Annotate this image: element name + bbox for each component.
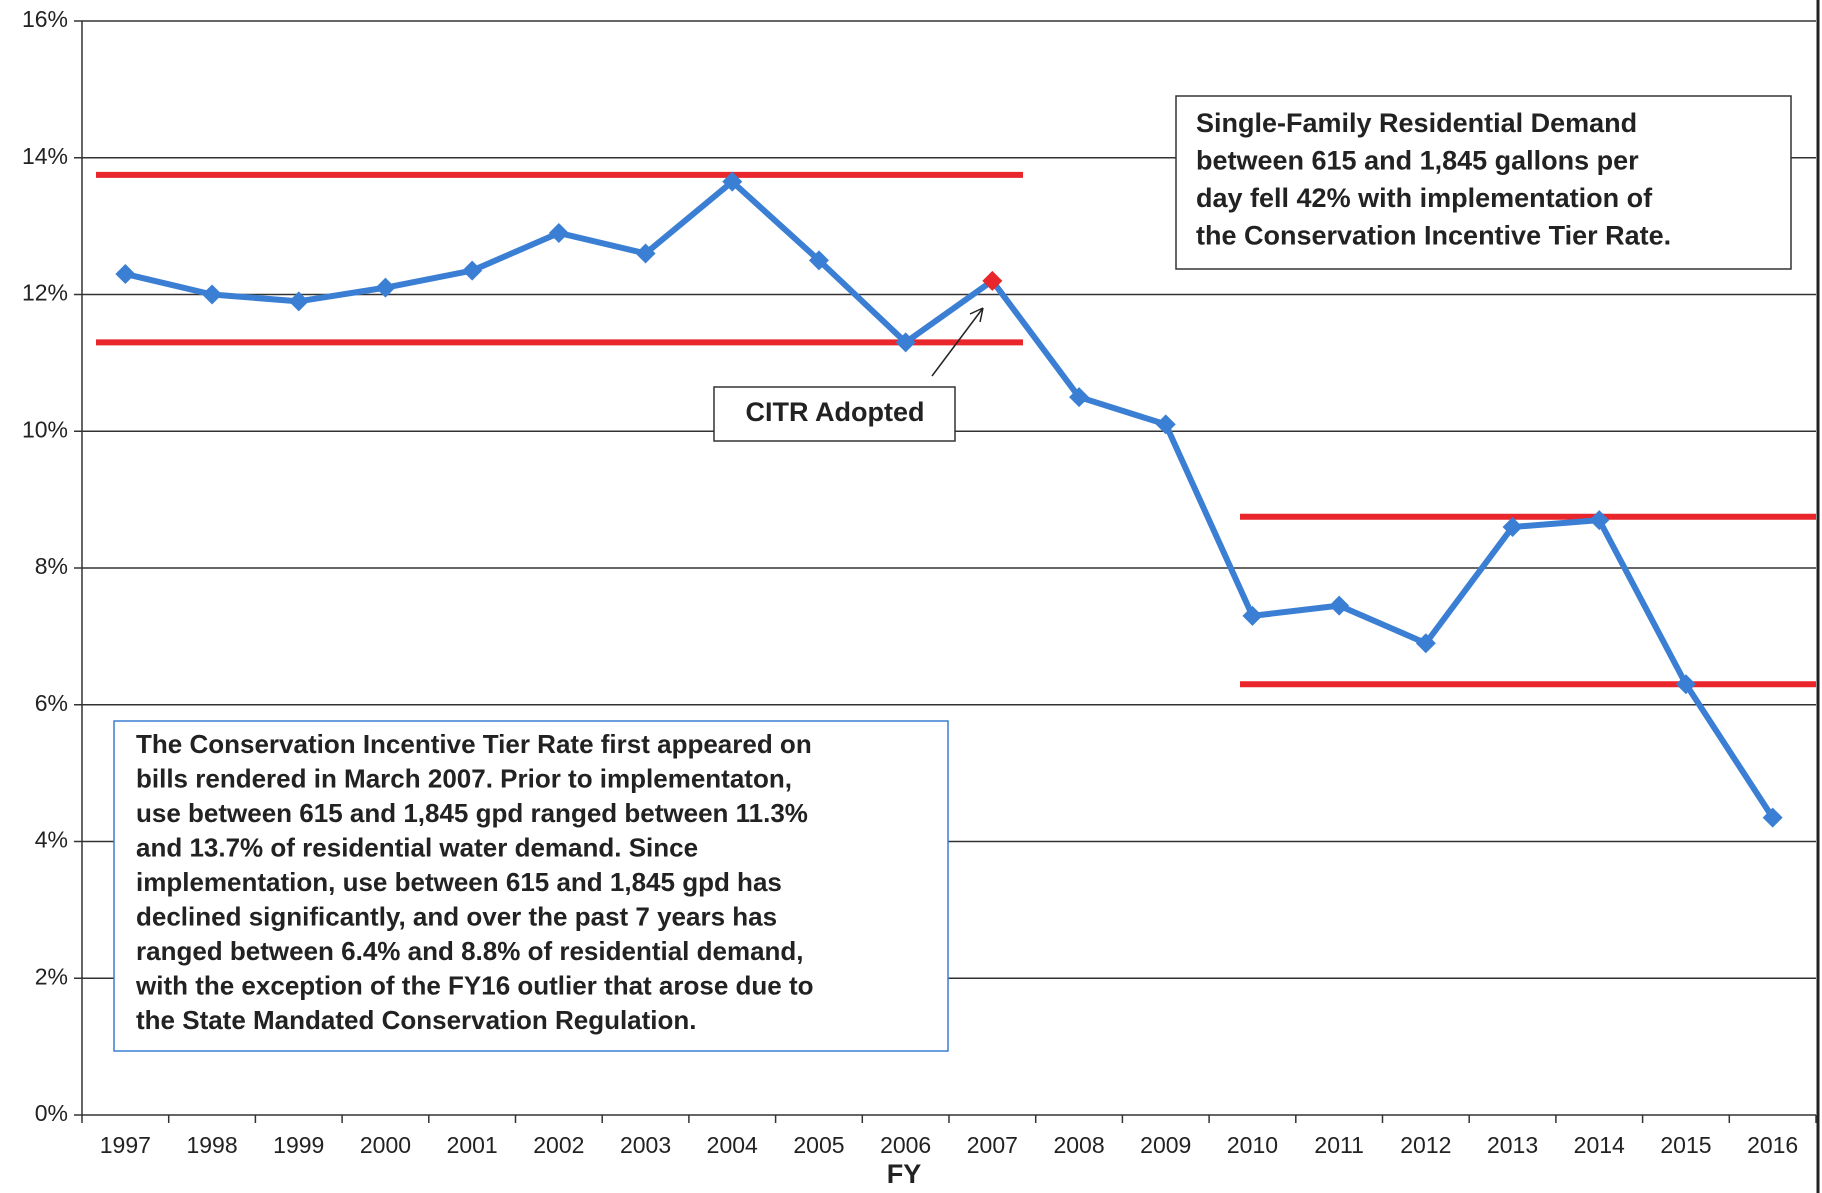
y-tick-label: 0% [35,1100,68,1126]
data-point [1415,633,1436,654]
data-point [462,260,483,281]
x-tick-label: 2005 [793,1132,844,1158]
plot [115,171,1783,828]
x-tick-label: 2009 [1140,1132,1191,1158]
x-tick-label: 2013 [1487,1132,1538,1158]
summary-line: between 615 and 1,845 gallons per [1196,146,1639,176]
note-box [113,720,949,1052]
x-tick-label: 2012 [1400,1132,1451,1158]
data-point [722,171,743,192]
y-tick-label: 12% [22,280,68,306]
data-point [1069,387,1090,408]
x-tick-label: 1997 [100,1132,151,1158]
summary-line: day fell 42% with implementation of [1196,183,1653,213]
data-point [375,277,396,298]
summary-box [1175,95,1792,270]
citr-arrowhead [969,307,984,323]
x-tick-label: 2004 [707,1132,758,1158]
data-point [1589,510,1610,531]
grid: 0% 2% 4% 6% 8% 10% 12% 14% 16% 1997 1998 1999 2000 20… [22,0,1820,1193]
data-point [1155,414,1176,435]
x-tick-label: 2000 [360,1132,411,1158]
data-point [982,270,1003,291]
x-tick-label: 2007 [967,1132,1018,1158]
x-tick-label: 2010 [1227,1132,1278,1158]
x-tick-label: 2006 [880,1132,931,1158]
x-tick-label: 2001 [447,1132,498,1158]
reference-lines [96,171,1816,688]
series-line [124,178,1776,820]
x-tick-label: 2002 [533,1132,584,1158]
x-tick-label: 1999 [273,1132,324,1158]
summary-line: the Conservation Incentive Tier Rate. [1196,221,1671,251]
data-point [808,250,829,271]
citr-box [713,386,956,442]
data-point [1242,605,1263,626]
y-tick-label: 16% [22,6,68,32]
y-tick-label: 2% [35,963,68,989]
data-point [1502,516,1523,537]
x-tick-label: 2014 [1574,1132,1625,1158]
y-tick-label: 6% [35,690,68,716]
summary-line: Single-Family Residential Demand [1196,108,1637,138]
note-line: implementation, use between 615 and 1,84… [136,867,782,897]
y-tick-label: 10% [22,416,68,442]
data-point [115,263,136,284]
citr-label: CITR Adopted [746,397,925,427]
note-line: and 13.7% of residential water demand. S… [136,832,698,862]
y-tick-label: 4% [35,827,68,853]
note-line: the State Mandated Conservation Regulati… [136,1005,697,1035]
y-tick-label: 14% [22,143,68,169]
data-point [288,291,309,312]
annotations: Single-Family Residential Demand between … [135,108,1671,1035]
data-point [1675,674,1696,695]
x-tick-label: 2011 [1314,1132,1363,1158]
note-line: use between 615 and 1,845 gpd ranged bet… [136,798,808,828]
x-tick-label: 2003 [620,1132,671,1158]
x-tick-label: 2016 [1747,1132,1798,1158]
note-line: with the exception of the FY16 outlier t… [135,970,814,1000]
data-point [1762,807,1783,828]
note-line: bills rendered in March 2007. Prior to i… [136,763,792,793]
x-tick-label: 1998 [186,1132,237,1158]
y-tick-label: 8% [35,553,68,579]
data-point [202,284,223,305]
citr-arrow [931,307,984,377]
data-point [895,332,916,353]
note-line: The Conservation Incentive Tier Rate fir… [136,729,812,759]
x-axis-label: FY [887,1159,922,1189]
data-point [548,222,569,243]
note-line: ranged between 6.4% and 8.8% of resident… [136,936,804,966]
x-tick-label: 2008 [1053,1132,1104,1158]
data-point [1329,595,1350,616]
data-point [635,243,656,264]
x-tick-label: 2015 [1660,1132,1711,1158]
note-line: declined significantly, and over the pas… [136,901,777,931]
